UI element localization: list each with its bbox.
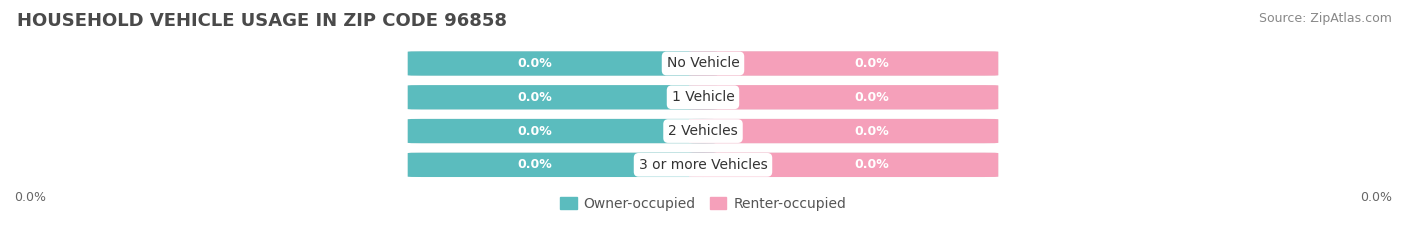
- FancyBboxPatch shape: [408, 85, 717, 110]
- Text: 0.0%: 0.0%: [855, 91, 889, 104]
- Text: 0.0%: 0.0%: [855, 57, 889, 70]
- FancyBboxPatch shape: [408, 51, 998, 76]
- FancyBboxPatch shape: [408, 51, 717, 76]
- FancyBboxPatch shape: [689, 153, 998, 177]
- Legend: Owner-occupied, Renter-occupied: Owner-occupied, Renter-occupied: [554, 191, 852, 216]
- Text: 0.0%: 0.0%: [517, 125, 551, 137]
- Text: 0.0%: 0.0%: [1360, 191, 1392, 204]
- Text: 0.0%: 0.0%: [517, 91, 551, 104]
- FancyBboxPatch shape: [408, 119, 717, 143]
- Text: 0.0%: 0.0%: [517, 158, 551, 171]
- Text: 0.0%: 0.0%: [14, 191, 46, 204]
- FancyBboxPatch shape: [408, 153, 998, 177]
- FancyBboxPatch shape: [408, 119, 998, 143]
- Text: 3 or more Vehicles: 3 or more Vehicles: [638, 158, 768, 172]
- Text: 1 Vehicle: 1 Vehicle: [672, 90, 734, 104]
- Text: 2 Vehicles: 2 Vehicles: [668, 124, 738, 138]
- Text: Source: ZipAtlas.com: Source: ZipAtlas.com: [1258, 12, 1392, 25]
- Text: 0.0%: 0.0%: [517, 57, 551, 70]
- FancyBboxPatch shape: [689, 119, 998, 143]
- FancyBboxPatch shape: [689, 51, 998, 76]
- Text: 0.0%: 0.0%: [855, 158, 889, 171]
- Text: 0.0%: 0.0%: [855, 125, 889, 137]
- FancyBboxPatch shape: [689, 85, 998, 110]
- Text: No Vehicle: No Vehicle: [666, 56, 740, 71]
- Text: HOUSEHOLD VEHICLE USAGE IN ZIP CODE 96858: HOUSEHOLD VEHICLE USAGE IN ZIP CODE 9685…: [17, 12, 508, 30]
- FancyBboxPatch shape: [408, 85, 998, 110]
- FancyBboxPatch shape: [408, 153, 717, 177]
